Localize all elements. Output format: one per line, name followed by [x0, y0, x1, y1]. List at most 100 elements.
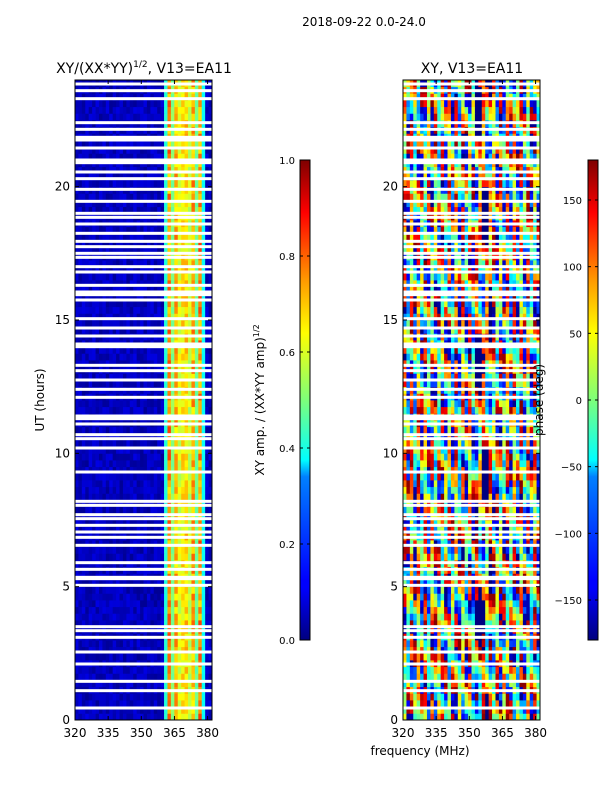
- heatmap-cell: [536, 606, 540, 614]
- heatmap-cell: [157, 433, 162, 441]
- heatmap-cell: [140, 380, 144, 388]
- heatmap-cell: [143, 493, 148, 501]
- heatmap-cell: [177, 360, 182, 368]
- heatmap-cell: [126, 173, 131, 181]
- heatmap-cell: [208, 320, 212, 328]
- heatmap-cell: [146, 93, 151, 101]
- heatmap-cell: [119, 606, 124, 614]
- heatmap-cell: [191, 400, 196, 408]
- heatmap-cell: [102, 106, 107, 114]
- heatmap-cell: [526, 673, 531, 681]
- heatmap-cell: [157, 546, 162, 554]
- heatmap-cell: [164, 466, 168, 474]
- heatmap-cell: [95, 260, 100, 268]
- heatmap-cell: [85, 100, 90, 108]
- heatmap-cell: [102, 173, 107, 181]
- heatmap-cell: [92, 153, 96, 161]
- heatmap-cell: [146, 106, 151, 114]
- heatmap-cell: [85, 266, 90, 274]
- heatmap-cell: [174, 140, 179, 148]
- heatmap-cell: [146, 113, 151, 121]
- heatmap-cell: [474, 620, 479, 628]
- heatmap-cell: [136, 680, 141, 688]
- heatmap-cell: [75, 226, 79, 234]
- heatmap-cell: [430, 586, 435, 594]
- heatmap-cell: [116, 200, 120, 208]
- heatmap-cell: [457, 713, 462, 720]
- heatmap-cell: [440, 666, 445, 674]
- heatmap-cell: [102, 206, 107, 214]
- heatmap-cell: [136, 526, 141, 534]
- heatmap-cell: [157, 453, 162, 461]
- heatmap-cell: [181, 580, 185, 588]
- heatmap-cell: [194, 293, 199, 301]
- heatmap-cell: [140, 653, 144, 661]
- heatmap-cell: [85, 520, 90, 528]
- heatmap-cell: [105, 446, 110, 454]
- heatmap-cell: [153, 446, 158, 454]
- heatmap-cell: [85, 380, 90, 388]
- heatmap-cell: [126, 373, 131, 381]
- heatmap-cell: [129, 226, 134, 234]
- heatmap-cell: [78, 326, 83, 334]
- heatmap-cell: [519, 600, 524, 608]
- heatmap-cell: [140, 300, 144, 308]
- heatmap-cell: [170, 200, 175, 208]
- heatmap-cell: [164, 200, 168, 208]
- heatmap-cell: [498, 693, 503, 701]
- heatmap-cell: [205, 593, 209, 601]
- heatmap-cell: [143, 180, 148, 188]
- heatmap-cell: [198, 666, 203, 674]
- heatmap-cell: [188, 706, 192, 714]
- heatmap-cell: [170, 646, 175, 654]
- heatmap-cell: [188, 460, 192, 468]
- heatmap-cell: [75, 246, 79, 254]
- heatmap-cell: [133, 260, 138, 268]
- heatmap-cell: [160, 166, 165, 174]
- heatmap-cell: [136, 606, 141, 614]
- heatmap-cell: [157, 200, 162, 208]
- heatmap-cell: [188, 593, 192, 601]
- heatmap-cell: [140, 446, 144, 454]
- heatmap-cell: [181, 606, 185, 614]
- heatmap-cell: [129, 373, 134, 381]
- heatmap-cell: [502, 613, 507, 621]
- heatmap-cell: [191, 513, 196, 521]
- heatmap-cell: [420, 606, 424, 614]
- heatmap-cell: [184, 600, 189, 608]
- heatmap-cell: [481, 593, 486, 601]
- heatmap-cell: [136, 360, 141, 368]
- heatmap-cell: [201, 240, 206, 248]
- heatmap-cell: [450, 613, 455, 621]
- heatmap-cell: [98, 446, 103, 454]
- heatmap-cell: [102, 480, 107, 488]
- heatmap-cell: [81, 320, 86, 328]
- heatmap-cell: [122, 380, 127, 388]
- heatmap-cell: [495, 680, 500, 688]
- heatmap-cell: [194, 206, 199, 214]
- heatmap-cell: [105, 526, 110, 534]
- heatmap-cell: [488, 640, 493, 648]
- heatmap-cell: [181, 273, 185, 281]
- heatmap-cell: [75, 293, 79, 301]
- heatmap-cell: [184, 553, 189, 561]
- heatmap-cell: [153, 673, 158, 681]
- heatmap-cell: [126, 506, 131, 514]
- heatmap-cell: [461, 706, 466, 714]
- heatmap-cell: [174, 246, 179, 254]
- heatmap-cell: [205, 480, 209, 488]
- heatmap-cell: [85, 200, 90, 208]
- heatmap-cell: [205, 546, 209, 554]
- heatmap-cell: [160, 453, 165, 461]
- heatmap-cell: [164, 380, 168, 388]
- heatmap-cell: [81, 113, 86, 121]
- heatmap-cell: [474, 693, 479, 701]
- heatmap-cell: [140, 473, 144, 481]
- heatmap-cell: [133, 646, 138, 654]
- colorbar-tick-label: 0.6: [279, 348, 295, 359]
- heatmap-cell: [126, 706, 131, 714]
- colorbar-tick-label: 0.8: [279, 252, 295, 263]
- heatmap-cell: [129, 653, 134, 661]
- heatmap-cell: [88, 680, 93, 688]
- heatmap-cell: [92, 586, 96, 594]
